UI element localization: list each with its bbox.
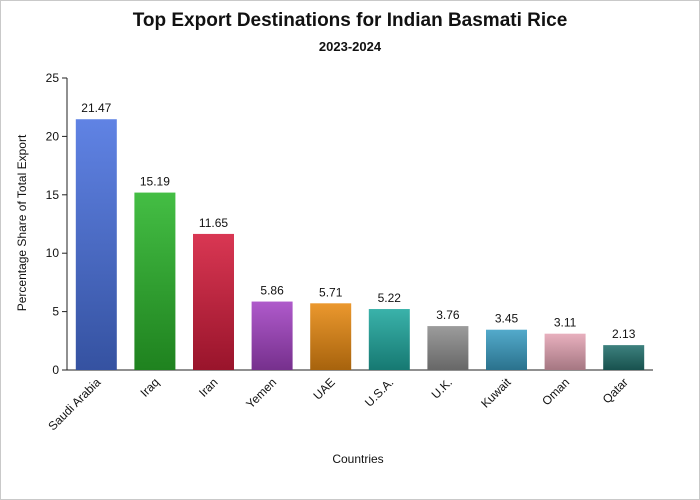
x-axis-label: Countries bbox=[332, 452, 383, 466]
x-tick-label: U.S.A. bbox=[362, 375, 396, 409]
bar-iran bbox=[193, 233, 234, 370]
bar-saudi-arabia bbox=[75, 119, 117, 370]
bar-iraq bbox=[134, 192, 176, 370]
bar-value-label: 2.13 bbox=[612, 327, 636, 341]
bar-u-k bbox=[427, 326, 469, 370]
plot-area: 0 5 10 15 20 25 21.47 Saudi Arabia 15.19 Iraq 11.6… bbox=[45, 71, 653, 433]
x-tick-label: Iraq bbox=[137, 375, 162, 400]
bar-u-s-a bbox=[368, 309, 410, 370]
y-tick-label: 0 bbox=[52, 363, 59, 377]
bar-uae bbox=[310, 303, 352, 370]
bar-yemen bbox=[251, 301, 293, 370]
x-tick-label: Qatar bbox=[600, 375, 631, 406]
bar-value-label: 11.65 bbox=[199, 216, 228, 230]
bar-value-label: 5.22 bbox=[378, 291, 402, 305]
y-axis-label: Percentage Share of Total Export bbox=[15, 134, 29, 311]
y-tick-label: 20 bbox=[46, 129, 60, 143]
x-tick-label: Iran bbox=[196, 375, 221, 400]
x-tick-label: UAE bbox=[310, 375, 337, 402]
bar-value-label: 15.19 bbox=[140, 175, 170, 189]
y-tick-label: 5 bbox=[52, 305, 59, 319]
y-tick-label: 15 bbox=[46, 188, 60, 202]
x-tick-label: Oman bbox=[539, 375, 572, 408]
bar-kuwait bbox=[486, 329, 527, 370]
y-tick-label: 10 bbox=[46, 246, 60, 260]
bar-value-label: 3.45 bbox=[495, 312, 519, 326]
chart-title: Top Export Destinations for Indian Basma… bbox=[133, 10, 568, 31]
bar-value-label: 3.76 bbox=[436, 308, 460, 322]
bar-oman bbox=[544, 333, 586, 370]
x-tick-label: Yemen bbox=[243, 375, 279, 411]
bar-qatar bbox=[603, 345, 645, 370]
x-tick-label: Kuwait bbox=[478, 375, 514, 411]
chart-subtitle: 2023-2024 bbox=[319, 39, 382, 54]
x-tick-label: U.K. bbox=[429, 375, 455, 401]
y-tick-label: 25 bbox=[46, 71, 60, 85]
bar-value-label: 5.71 bbox=[319, 285, 343, 299]
bar-value-label: 21.47 bbox=[81, 101, 111, 115]
bar-value-label: 3.11 bbox=[554, 316, 577, 330]
x-tick-label: Saudi Arabia bbox=[45, 375, 103, 433]
bar-value-label: 5.86 bbox=[260, 284, 284, 298]
